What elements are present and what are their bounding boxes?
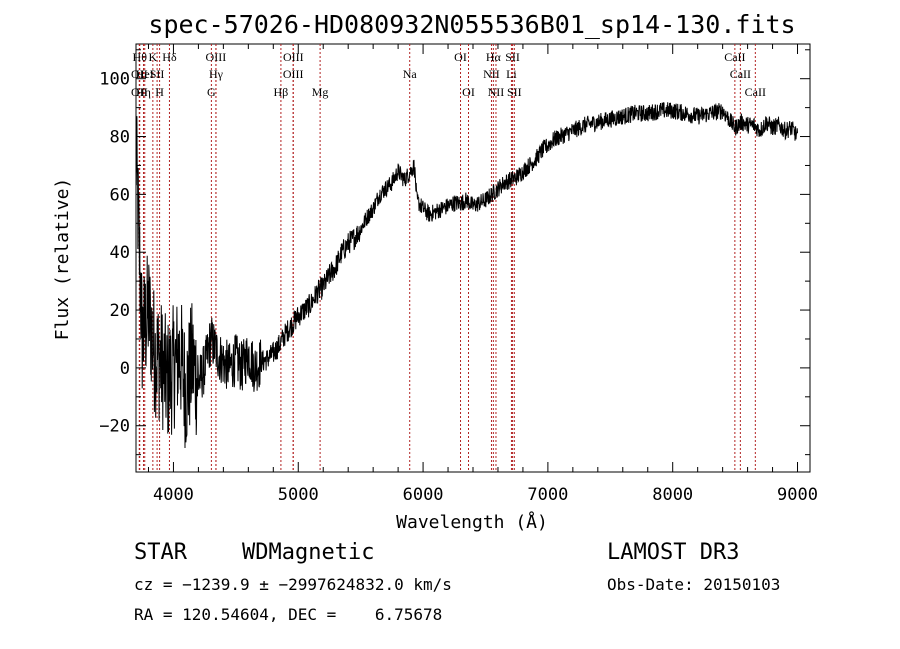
line-marker-label: OIII <box>283 67 304 81</box>
coordinates: RA = 120.54604, DEC = 6.75678 <box>134 605 442 624</box>
survey-name: LAMOST DR3 <box>607 540 739 565</box>
line-marker-label: K <box>149 50 158 64</box>
line-marker-label: G <box>207 85 216 99</box>
line-marker-label: CaII <box>724 50 745 64</box>
line-marker-label: OII <box>131 85 148 99</box>
line-marker-label: SII <box>505 50 520 64</box>
x-tick-label: 8000 <box>652 485 693 505</box>
line-marker-label: Na <box>403 67 418 81</box>
line-marker-label: H <box>155 85 164 99</box>
y-axis: −20 0 20 40 60 80 100 <box>99 49 810 456</box>
line-marker-label: CaII <box>730 67 751 81</box>
line-marker-label: OIII <box>283 50 304 64</box>
y-tick-label: 20 <box>110 301 130 321</box>
line-marker-label: Mg <box>312 85 329 99</box>
x-axis-label: Wavelength (Å) <box>396 511 548 533</box>
y-tick-label: 40 <box>110 243 130 263</box>
redshift-line: cz = −1239.9 ± −2997624832.0 km/s <box>134 575 452 594</box>
line-marker-label: Hη <box>136 85 151 99</box>
line-marker-label: Hα <box>486 50 502 64</box>
object-subclass: WDMagnetic <box>242 540 374 565</box>
plot-frame <box>135 43 811 473</box>
y-tick-label: 0 <box>120 359 130 379</box>
y-tick-label: 60 <box>110 185 130 205</box>
x-axis: 4000 5000 6000 7000 8000 9000 <box>147 44 818 505</box>
line-marker-label: OI <box>462 85 475 99</box>
line-marker-label: Hθ <box>133 50 148 64</box>
line-marker-label: OII <box>131 67 148 81</box>
x-tick-label: 5000 <box>278 485 319 505</box>
line-marker-label: SII <box>507 85 522 99</box>
line-marker-label: Li <box>506 67 517 81</box>
line-marker-label: Hδ <box>162 50 177 64</box>
y-tick-label: −20 <box>99 417 130 437</box>
line-marker-label: CaII <box>745 85 766 99</box>
y-tick-label: 80 <box>110 128 130 148</box>
chart-title: spec-57026-HD080932N055536B01_sp14-130.f… <box>148 10 795 39</box>
obs-date: Obs-Date: 20150103 <box>607 575 780 594</box>
line-marker-label: Hβ <box>274 85 289 99</box>
y-axis-label: Flux (relative) <box>52 178 73 341</box>
spectrum-series <box>135 102 798 449</box>
line-marker-label: OIII <box>206 50 227 64</box>
spectral-line-markers <box>138 44 756 472</box>
object-class: STAR <box>134 540 188 565</box>
line-marker-label: NII <box>488 85 505 99</box>
x-tick-label: 4000 <box>153 485 194 505</box>
line-marker-label: HeI <box>136 67 154 81</box>
line-marker-label: NII <box>483 67 500 81</box>
line-marker-label: OI <box>454 50 467 64</box>
spectrum-line <box>135 102 798 449</box>
y-tick-label: 100 <box>99 70 130 90</box>
x-tick-label: 6000 <box>403 485 444 505</box>
line-marker-label: Hγ <box>209 67 224 81</box>
line-marker-label: SII <box>150 67 165 81</box>
x-tick-label: 7000 <box>527 485 568 505</box>
x-tick-label: 9000 <box>777 485 818 505</box>
